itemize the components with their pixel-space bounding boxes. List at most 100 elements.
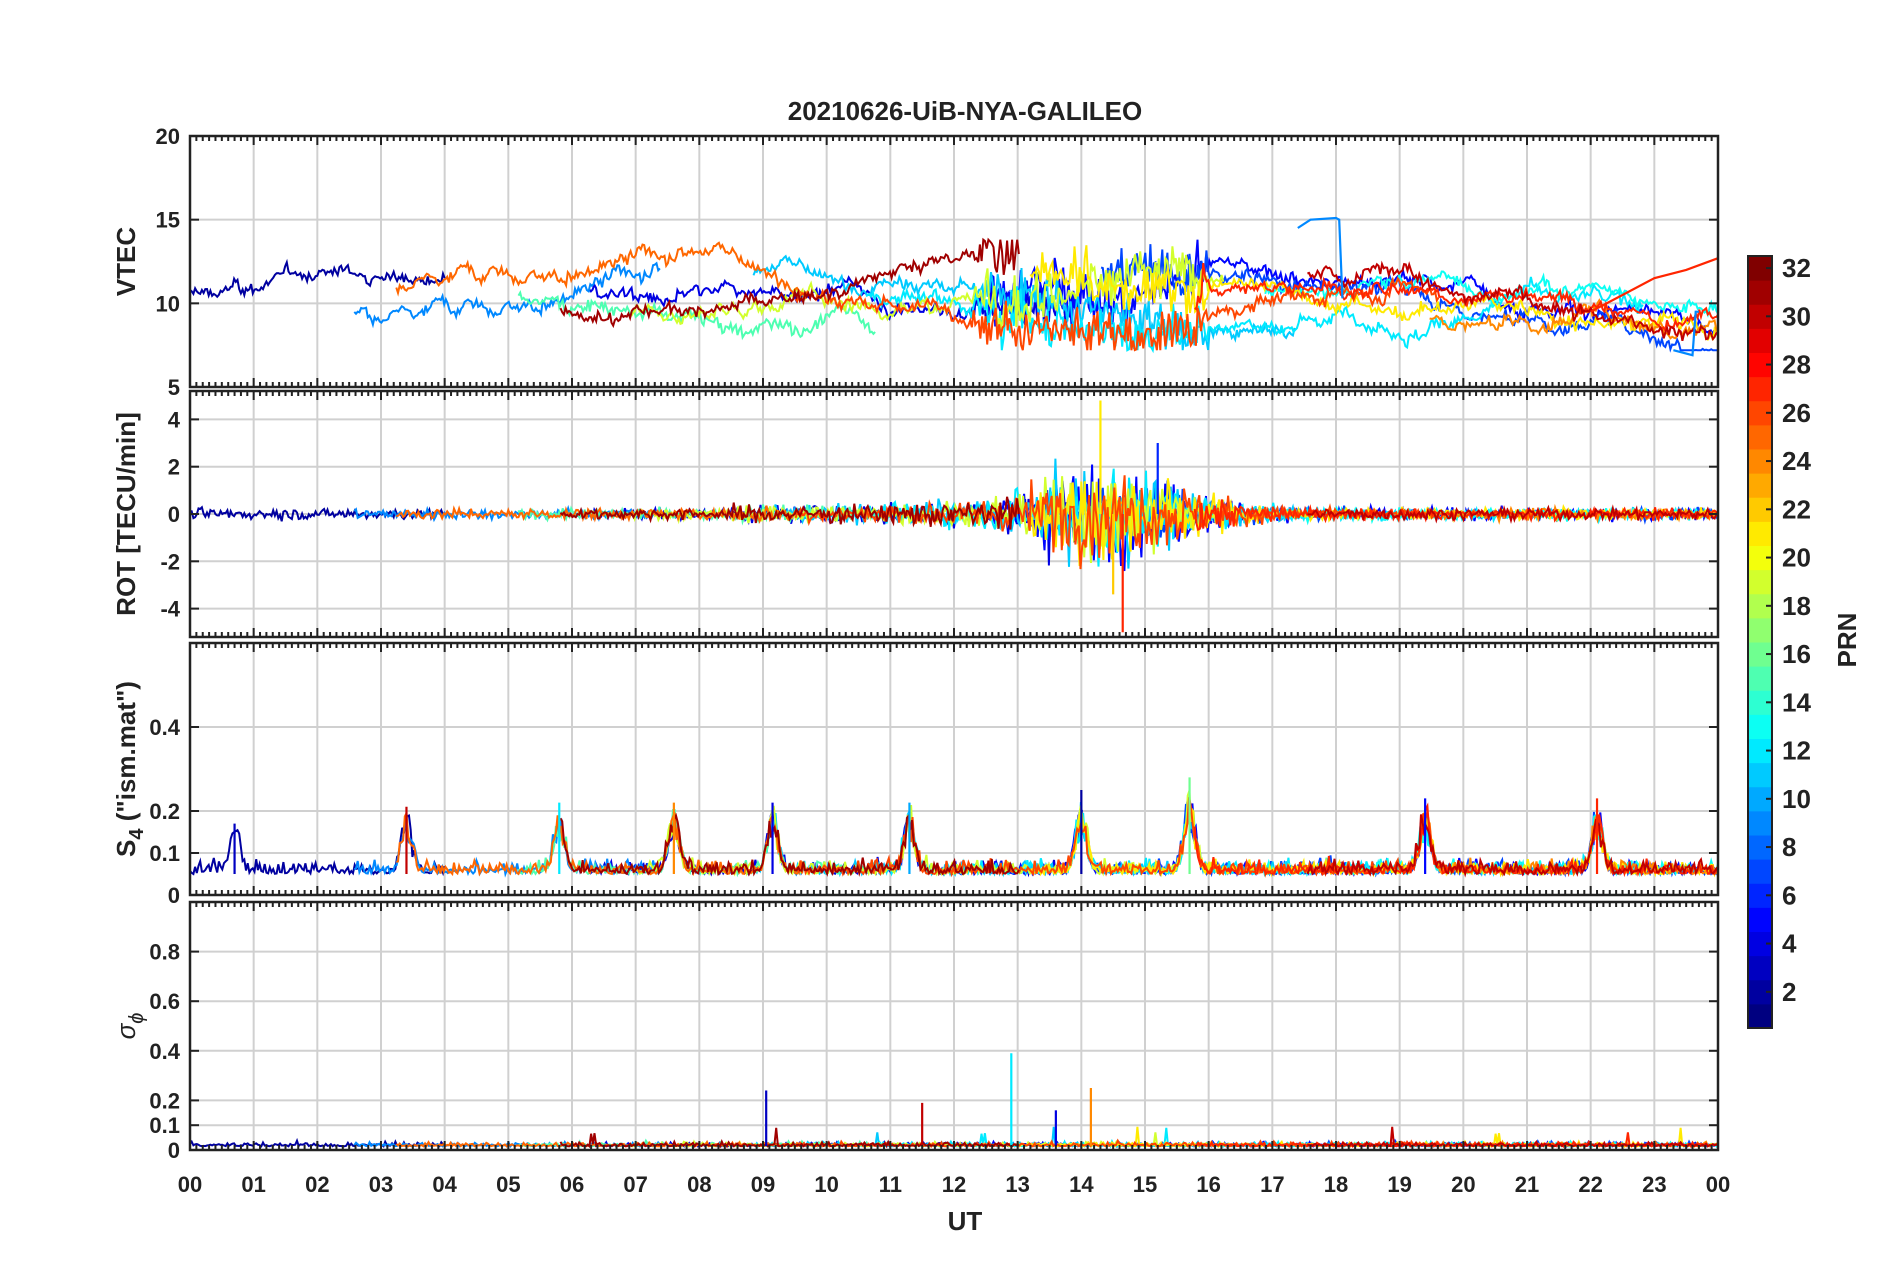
x-tick-label: 18 (1324, 1172, 1348, 1197)
colorbar-tick-label: 28 (1782, 350, 1811, 380)
y-axis-label: S4 ("ism.mat") (111, 681, 148, 857)
vtec-feature (1297, 216, 1344, 299)
x-tick-label: 14 (1069, 1172, 1094, 1197)
y-tick-label: 20 (156, 124, 180, 149)
x-tick-label: 05 (496, 1172, 520, 1197)
x-tick-label: 13 (1005, 1172, 1029, 1197)
y-tick-label: 0.1 (149, 841, 180, 866)
x-tick-label: 17 (1260, 1172, 1284, 1197)
y-tick-label: 5 (168, 375, 180, 400)
colorbar-swatch (1748, 473, 1772, 498)
y-tick-label: 0.6 (149, 989, 180, 1014)
series-prn-31 (559, 496, 1020, 530)
colorbar-tick-label: 8 (1782, 832, 1796, 862)
y-tick-label: 0.1 (149, 1113, 180, 1138)
y-tick-label: 4 (168, 407, 181, 432)
ticks (189, 135, 1719, 388)
y-axis-label: VTEC (111, 227, 141, 297)
series-prn-26 (794, 276, 1440, 352)
x-tick-label: 00 (178, 1172, 202, 1197)
y-tick-label: 15 (156, 208, 180, 233)
y-tick-label: 0.8 (149, 940, 180, 965)
colorbar-tick-label: 24 (1782, 446, 1811, 476)
panel-rot: -4 -2 0 2 4 ROT [TECU/min] (111, 389, 1720, 639)
series-group (189, 216, 1719, 357)
colorbar-swatch (1748, 521, 1772, 546)
y-tick-label: 10 (156, 291, 180, 316)
colorbar-swatch (1748, 328, 1772, 353)
series-prn-25 (395, 241, 805, 297)
y-tick-label: 0.4 (149, 715, 180, 740)
series-group (190, 400, 1719, 633)
series-prn-30 (1307, 1126, 1719, 1148)
y-tick-label: 0 (168, 883, 180, 908)
y-axis-label: σϕ (111, 1013, 148, 1040)
colorbar-tick-label: 14 (1782, 687, 1811, 717)
colorbar-tick-label: 30 (1782, 301, 1811, 331)
x-tick-label: 23 (1642, 1172, 1666, 1197)
vtec-feature (1590, 257, 1719, 313)
x-tick-label: 21 (1515, 1172, 1539, 1197)
colorbar-swatch (1748, 907, 1772, 932)
series-prn-21 (1029, 245, 1719, 341)
colorbar-swatch (1748, 376, 1772, 402)
series-prn-30 (1307, 260, 1719, 342)
x-tick-label: 22 (1578, 1172, 1602, 1197)
series-prn-31 (559, 1127, 1020, 1149)
colorbar-swatch (1748, 810, 1772, 836)
x-tick-label: 20 (1451, 1172, 1475, 1197)
y-tick-label: 0 (168, 502, 180, 527)
x-tick-label: 19 (1387, 1172, 1411, 1197)
x-tick-label: 10 (814, 1172, 838, 1197)
x-tick-label: 01 (241, 1172, 265, 1197)
panel-vtec: 5 10 15 20 VTEC (111, 124, 1720, 400)
x-axis-label: UT (948, 1206, 983, 1236)
colorbar-tick-label: 6 (1782, 880, 1796, 910)
series-prn-25 (396, 809, 805, 877)
colorbar-tick-label: 20 (1782, 543, 1811, 573)
colorbar-tick-label: 22 (1782, 494, 1811, 524)
colorbar-tick-label: 26 (1782, 398, 1811, 428)
colorbar-frame (1747, 255, 1773, 1029)
series-prn-27 (1194, 262, 1719, 335)
x-tick-label: 02 (305, 1172, 329, 1197)
colorbar-tick-label: 2 (1782, 977, 1796, 1007)
panel-sigma_phi: 00.10.2 0.4 0.6 0.8 σϕ (111, 900, 1720, 1163)
colorbar-tick-label: 18 (1782, 591, 1811, 621)
series-prn-31 (559, 237, 1020, 329)
colorbar-tick-label: 10 (1782, 784, 1811, 814)
ticks (189, 902, 1719, 1151)
x-tick-label: 07 (623, 1172, 647, 1197)
x-tick-label: 16 (1196, 1172, 1220, 1197)
colorbar-tick-label: 32 (1782, 253, 1811, 283)
x-tick-label: 11 (879, 1172, 902, 1197)
colorbar-swatch (1748, 666, 1772, 691)
x-tick-label: 00 (1706, 1172, 1730, 1197)
series-prn-30 (1307, 504, 1719, 525)
colorbar-swatch (1748, 762, 1772, 788)
y-tick-label: -4 (160, 597, 180, 622)
y-axis-label: ROT [TECU/min] (111, 412, 141, 616)
colorbar-swatch (1748, 955, 1772, 981)
colorbar-swatch (1748, 280, 1772, 305)
colorbar-tick-label: 12 (1782, 736, 1811, 766)
chart-title: 20210626-UiB-NYA-GALILEO (788, 96, 1143, 126)
colorbar-swatch (1748, 859, 1772, 884)
y-tick-label: 2 (168, 455, 180, 480)
x-tick-label: 04 (432, 1172, 457, 1197)
vtec-feature (1673, 310, 1699, 357)
series-prn-2 (189, 258, 446, 299)
series-prn-11 (752, 254, 1296, 351)
y-tick-label: 0 (168, 1138, 180, 1163)
series-prn-30 (1306, 814, 1719, 878)
x-tick-label: 09 (751, 1172, 775, 1197)
colorbar-swatch (1748, 569, 1772, 595)
ticks (189, 643, 1719, 896)
y-tick-label: 0.2 (149, 1088, 180, 1113)
y-tick-label: 0.4 (149, 1039, 180, 1064)
x-tick-label: 03 (369, 1172, 393, 1197)
y-tick-label: 0.2 (149, 799, 180, 824)
